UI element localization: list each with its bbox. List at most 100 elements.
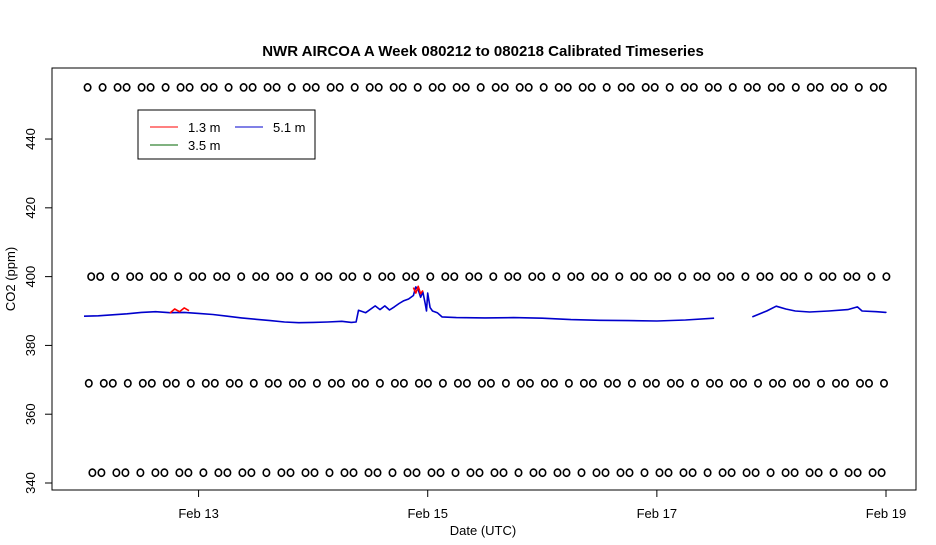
flag-marker bbox=[666, 378, 675, 388]
flag-marker bbox=[450, 272, 459, 281]
flag-marker bbox=[564, 378, 573, 388]
flag-marker bbox=[423, 378, 432, 388]
flag-marker bbox=[664, 468, 673, 478]
flag-marker bbox=[690, 378, 699, 388]
flag-marker bbox=[374, 83, 383, 92]
flag-marker bbox=[630, 272, 639, 281]
flag-marker bbox=[84, 378, 93, 388]
flag-marker bbox=[540, 378, 549, 388]
flag-marker bbox=[704, 83, 713, 92]
flag-marker bbox=[437, 83, 446, 92]
flag-marker bbox=[108, 378, 117, 388]
flag-marker bbox=[427, 468, 436, 478]
flag-marker bbox=[138, 378, 147, 388]
flag-marker bbox=[490, 468, 499, 478]
flag-marker bbox=[663, 272, 672, 281]
flag-marker bbox=[524, 83, 533, 92]
flag-marker bbox=[249, 378, 258, 388]
flag-marker bbox=[626, 83, 635, 92]
flag-marker bbox=[413, 83, 422, 92]
flag-marker bbox=[864, 378, 873, 388]
flag-marker bbox=[702, 272, 711, 281]
flag-marker bbox=[272, 83, 281, 92]
flag-marker bbox=[790, 468, 799, 478]
flag-marker bbox=[414, 378, 423, 388]
flag-marker bbox=[83, 83, 92, 92]
flag-marker bbox=[388, 468, 397, 478]
flag-marker bbox=[465, 272, 474, 281]
flag-marker bbox=[489, 272, 498, 281]
flag-marker bbox=[603, 378, 612, 388]
legend-box bbox=[137, 109, 316, 160]
flag-marker bbox=[403, 468, 412, 478]
flag-marker bbox=[373, 468, 382, 478]
flag-marker bbox=[587, 83, 596, 92]
flag-marker bbox=[717, 272, 726, 281]
flag-marker bbox=[159, 272, 168, 281]
flag-marker bbox=[375, 378, 384, 388]
x-axis-label: Date (UTC) bbox=[450, 523, 516, 538]
flag-marker bbox=[562, 468, 571, 478]
flag-marker bbox=[452, 83, 461, 92]
flag-marker bbox=[689, 83, 698, 92]
flag-marker bbox=[137, 83, 146, 92]
flag-marker bbox=[365, 83, 374, 92]
flag-marker bbox=[461, 83, 470, 92]
flag-marker bbox=[189, 272, 198, 281]
flag-marker bbox=[756, 272, 765, 281]
flag-marker bbox=[642, 378, 651, 388]
flag-marker bbox=[351, 378, 360, 388]
flag-marker bbox=[176, 83, 185, 92]
flag-marker bbox=[617, 83, 626, 92]
flag-marker bbox=[123, 378, 132, 388]
flag-marker bbox=[843, 272, 852, 281]
flag-marker bbox=[209, 83, 218, 92]
flag-marker bbox=[201, 378, 210, 388]
flag-marker bbox=[237, 272, 246, 281]
y-tick-label: 440 bbox=[23, 128, 38, 150]
flag-marker bbox=[161, 83, 170, 92]
flag-marker bbox=[616, 468, 625, 478]
flag-marker bbox=[504, 272, 513, 281]
flag-marker bbox=[879, 378, 888, 388]
flag-marker bbox=[877, 468, 886, 478]
flag-marker bbox=[360, 378, 369, 388]
flag-marker bbox=[641, 83, 650, 92]
flag-marker bbox=[781, 468, 790, 478]
flag-marker bbox=[844, 468, 853, 478]
flag-marker bbox=[160, 468, 169, 478]
y-tick-label: 380 bbox=[23, 335, 38, 357]
flag-marker bbox=[665, 83, 674, 92]
flag-marker bbox=[247, 468, 256, 478]
flag-marker bbox=[678, 272, 687, 281]
flag-marker bbox=[789, 272, 798, 281]
flag-markers bbox=[83, 83, 891, 478]
flag-marker bbox=[625, 468, 634, 478]
legend-label-1-3m: 1.3 m bbox=[188, 120, 221, 135]
flag-marker bbox=[727, 468, 736, 478]
flag-marker bbox=[801, 378, 810, 388]
flag-marker bbox=[185, 83, 194, 92]
y-tick-label: 340 bbox=[23, 472, 38, 494]
flag-marker bbox=[301, 468, 310, 478]
flag-marker bbox=[213, 272, 222, 281]
flag-marker bbox=[111, 272, 120, 281]
flag-marker bbox=[310, 468, 319, 478]
flag-marker bbox=[339, 272, 348, 281]
flag-marker bbox=[428, 83, 437, 92]
flag-marker bbox=[87, 272, 96, 281]
flag-marker bbox=[867, 272, 876, 281]
flag-marker bbox=[688, 468, 697, 478]
flag-marker bbox=[703, 468, 712, 478]
flag-marker bbox=[515, 83, 524, 92]
flag-marker bbox=[601, 468, 610, 478]
flag-marker bbox=[615, 272, 624, 281]
flag-marker bbox=[831, 378, 840, 388]
flag-marker bbox=[335, 83, 344, 92]
flag-marker bbox=[577, 468, 586, 478]
series-line-5-1-m bbox=[83, 286, 715, 324]
flag-marker bbox=[121, 468, 130, 478]
series-lines bbox=[83, 285, 887, 324]
flag-marker bbox=[853, 468, 862, 478]
flag-marker bbox=[390, 378, 399, 388]
